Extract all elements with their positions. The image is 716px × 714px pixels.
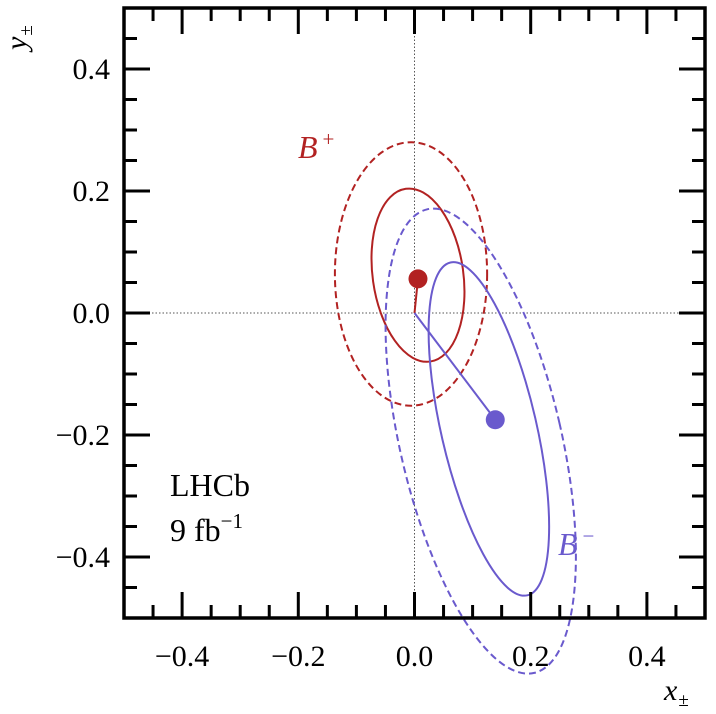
y-tick-label: 0.0 — [73, 297, 111, 330]
luminosity-label: 9 fb−1 — [170, 509, 243, 548]
best-fit-markers — [408, 269, 505, 430]
y-tick-label: −0.4 — [56, 541, 110, 574]
x-tick-label: −0.4 — [155, 640, 209, 673]
x-axis-label: x± — [663, 674, 689, 711]
plot-area — [124, 8, 705, 675]
y-tick-label: −0.2 — [56, 419, 110, 452]
series-label-b-plus: B + — [298, 127, 334, 165]
b-minus-best-fit-point — [485, 410, 505, 430]
b-plus-best-fit-point — [408, 269, 428, 289]
y-tick-label: 0.4 — [73, 53, 111, 86]
b-minus-vector-line — [413, 312, 497, 421]
y-axis-label: y± — [0, 25, 37, 53]
b-minus-contour-dashed — [384, 207, 577, 675]
b-minus-contour-solid — [427, 261, 551, 597]
contours — [333, 141, 577, 675]
x-tick-label: −0.2 — [271, 640, 325, 673]
b-plus-contour-dashed — [333, 141, 489, 407]
x-tick-label: 0.0 — [396, 640, 434, 673]
experiment-label: LHCb — [170, 467, 250, 503]
axis-ticks — [124, 8, 705, 618]
tick-labels: −0.4 −0.2 0.0 0.2 0.4 −0.4 −0.2 0.0 0.2 0.4 — [56, 53, 666, 673]
x-tick-label: 0.2 — [512, 640, 550, 673]
series-label-b-minus: B − — [558, 524, 594, 562]
x-tick-label: 0.4 — [628, 640, 666, 673]
y-tick-label: 0.2 — [73, 175, 111, 208]
